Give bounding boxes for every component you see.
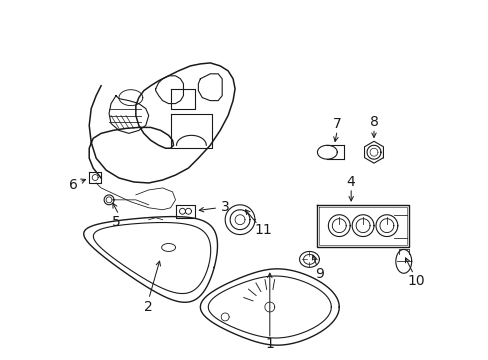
Text: 9: 9	[314, 267, 323, 281]
Text: 7: 7	[332, 117, 341, 131]
Text: 10: 10	[407, 274, 425, 288]
Text: 6: 6	[69, 178, 78, 192]
Text: 11: 11	[253, 222, 271, 237]
Text: 3: 3	[220, 200, 229, 214]
Text: 8: 8	[369, 116, 378, 130]
Text: 4: 4	[346, 175, 355, 189]
Text: 5: 5	[111, 215, 120, 229]
Text: 1: 1	[265, 337, 274, 351]
Text: 2: 2	[144, 300, 153, 314]
